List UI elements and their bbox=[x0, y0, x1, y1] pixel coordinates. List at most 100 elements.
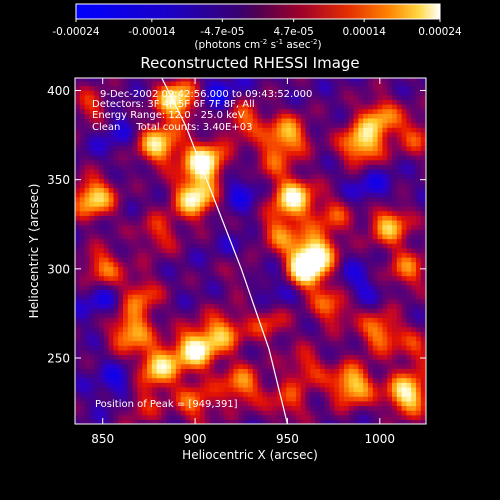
heatmap-cell bbox=[223, 289, 230, 295]
heatmap-cell bbox=[89, 159, 95, 165]
heatmap-cell bbox=[252, 136, 259, 142]
heatmap-cell bbox=[348, 233, 355, 240]
heatmap-cell bbox=[243, 303, 249, 309]
heatmap-cell bbox=[171, 261, 177, 267]
heatmap-cell bbox=[127, 270, 134, 277]
heatmap-cell bbox=[180, 150, 187, 156]
heatmap-cell bbox=[171, 247, 177, 254]
heatmap-cell bbox=[387, 141, 393, 147]
heatmap-cell bbox=[286, 80, 292, 87]
heatmap-cell bbox=[79, 335, 86, 342]
heatmap-cell bbox=[185, 382, 191, 388]
heatmap-cell bbox=[113, 187, 119, 193]
heatmap-cell bbox=[190, 150, 196, 156]
heatmap-cell bbox=[142, 414, 148, 420]
heatmap-cell bbox=[199, 317, 206, 323]
heatmap-cell bbox=[103, 90, 110, 96]
heatmap-cell bbox=[108, 201, 115, 207]
heatmap-cell bbox=[243, 354, 249, 360]
heatmap-cell bbox=[219, 229, 225, 235]
heatmap-cell bbox=[185, 164, 191, 170]
heatmap-cell bbox=[387, 173, 393, 179]
heatmap-cell bbox=[223, 238, 230, 244]
heatmap-cell bbox=[353, 345, 359, 351]
heatmap-cell bbox=[89, 215, 95, 221]
heatmap-cell bbox=[180, 99, 187, 105]
heatmap-cell bbox=[238, 238, 244, 244]
heatmap-cell bbox=[108, 308, 115, 314]
heatmap-cell bbox=[324, 215, 331, 221]
heatmap-cell bbox=[324, 145, 331, 152]
heatmap-cell bbox=[161, 284, 167, 291]
heatmap-cell bbox=[238, 131, 244, 138]
heatmap-cell bbox=[353, 238, 359, 244]
heatmap-cell bbox=[156, 321, 163, 328]
heatmap-cell bbox=[372, 312, 379, 318]
heatmap-cell bbox=[204, 294, 211, 300]
heatmap-cell bbox=[324, 359, 331, 365]
heatmap-cell bbox=[161, 363, 167, 369]
heatmap-cell bbox=[329, 252, 335, 258]
heatmap-cell bbox=[137, 303, 143, 309]
heatmap-cell bbox=[151, 405, 158, 411]
heatmap-cell bbox=[353, 321, 359, 328]
heatmap-cell bbox=[79, 349, 86, 356]
heatmap-cell bbox=[156, 85, 163, 91]
heatmap-cell bbox=[319, 280, 326, 286]
heatmap-cell bbox=[310, 308, 316, 314]
heatmap-cell bbox=[339, 159, 345, 165]
heatmap-cell bbox=[84, 80, 91, 87]
heatmap-cell bbox=[156, 210, 163, 216]
heatmap-cell bbox=[94, 261, 100, 267]
heatmap-cell bbox=[271, 303, 278, 309]
heatmap-cell bbox=[171, 113, 177, 119]
heatmap-cell bbox=[132, 368, 139, 374]
heatmap-cell bbox=[295, 270, 302, 277]
heatmap-cell bbox=[123, 317, 129, 323]
heatmap-cell bbox=[195, 252, 201, 258]
heatmap-cell bbox=[190, 131, 196, 138]
heatmap-cell bbox=[84, 252, 91, 258]
heatmap-cell bbox=[233, 247, 239, 254]
heatmap-cell bbox=[171, 359, 177, 365]
heatmap-cell bbox=[319, 80, 326, 87]
heatmap-cell bbox=[319, 108, 326, 114]
heatmap-cell bbox=[84, 354, 91, 360]
heatmap-cell bbox=[185, 187, 191, 193]
heatmap-cell bbox=[334, 345, 340, 351]
heatmap-cell bbox=[132, 247, 139, 254]
heatmap-cell bbox=[171, 391, 177, 397]
heatmap-cell bbox=[199, 359, 206, 365]
heatmap-cell bbox=[118, 224, 124, 230]
heatmap-cell bbox=[372, 294, 379, 300]
heatmap-cell bbox=[214, 247, 220, 254]
heatmap-cell bbox=[353, 396, 359, 402]
heatmap-cell bbox=[300, 261, 307, 267]
heatmap-cell bbox=[271, 321, 278, 328]
heatmap-cell bbox=[324, 196, 331, 203]
heatmap-cell bbox=[305, 78, 311, 82]
heatmap-cell bbox=[310, 270, 316, 277]
heatmap-cell bbox=[108, 400, 115, 407]
heatmap-cell bbox=[267, 192, 273, 198]
heatmap-cell bbox=[233, 257, 239, 263]
heatmap-cell bbox=[377, 178, 383, 184]
heatmap-cell bbox=[252, 131, 259, 138]
heatmap-cell bbox=[343, 192, 350, 198]
heatmap-cell bbox=[171, 289, 177, 295]
heatmap-cell bbox=[238, 396, 244, 402]
heatmap-cell bbox=[209, 90, 215, 96]
heatmap-cell bbox=[147, 368, 153, 374]
heatmap-cell bbox=[147, 104, 153, 110]
heatmap-cell bbox=[238, 419, 244, 424]
heatmap-cell bbox=[382, 94, 388, 100]
heatmap-cell bbox=[228, 372, 235, 379]
heatmap-cell bbox=[214, 150, 220, 156]
heatmap-cell bbox=[108, 317, 115, 323]
heatmap-cell bbox=[300, 187, 307, 193]
heatmap-cell bbox=[286, 78, 292, 82]
heatmap-cell bbox=[276, 78, 283, 82]
heatmap-cell bbox=[195, 308, 201, 314]
heatmap-cell bbox=[103, 303, 110, 309]
heatmap-cell bbox=[199, 85, 206, 91]
